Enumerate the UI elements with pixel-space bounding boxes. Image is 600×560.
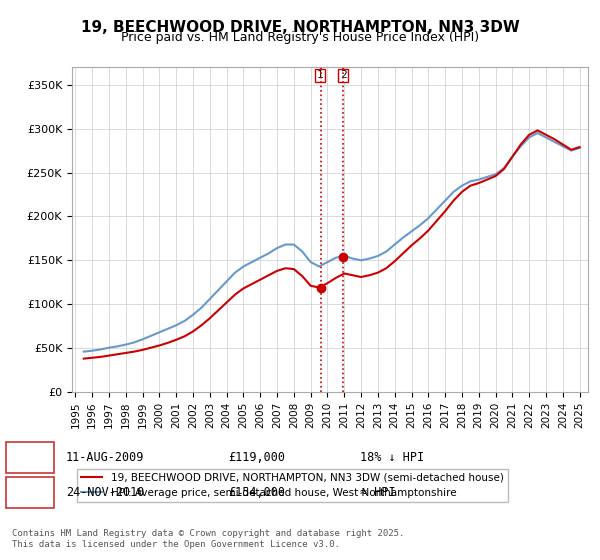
Text: 1: 1 <box>26 451 34 464</box>
Text: ≈ HPI: ≈ HPI <box>360 486 395 499</box>
Text: £119,000: £119,000 <box>228 451 285 464</box>
Text: £154,000: £154,000 <box>228 486 285 499</box>
FancyBboxPatch shape <box>6 477 54 508</box>
Text: Contains HM Land Registry data © Crown copyright and database right 2025.
This d: Contains HM Land Registry data © Crown c… <box>12 529 404 549</box>
Text: 2: 2 <box>340 71 347 81</box>
Text: 1: 1 <box>317 71 323 81</box>
Text: 19, BEECHWOOD DRIVE, NORTHAMPTON, NN3 3DW: 19, BEECHWOOD DRIVE, NORTHAMPTON, NN3 3D… <box>80 20 520 35</box>
FancyBboxPatch shape <box>6 441 54 473</box>
Text: 11-AUG-2009: 11-AUG-2009 <box>66 451 145 464</box>
Legend: 19, BEECHWOOD DRIVE, NORTHAMPTON, NN3 3DW (semi-detached house), HPI: Average pr: 19, BEECHWOOD DRIVE, NORTHAMPTON, NN3 3D… <box>77 469 508 502</box>
Text: Price paid vs. HM Land Registry's House Price Index (HPI): Price paid vs. HM Land Registry's House … <box>121 31 479 44</box>
Text: 2: 2 <box>26 486 34 499</box>
Text: 24-NOV-2010: 24-NOV-2010 <box>66 486 145 499</box>
Text: 18% ↓ HPI: 18% ↓ HPI <box>360 451 424 464</box>
